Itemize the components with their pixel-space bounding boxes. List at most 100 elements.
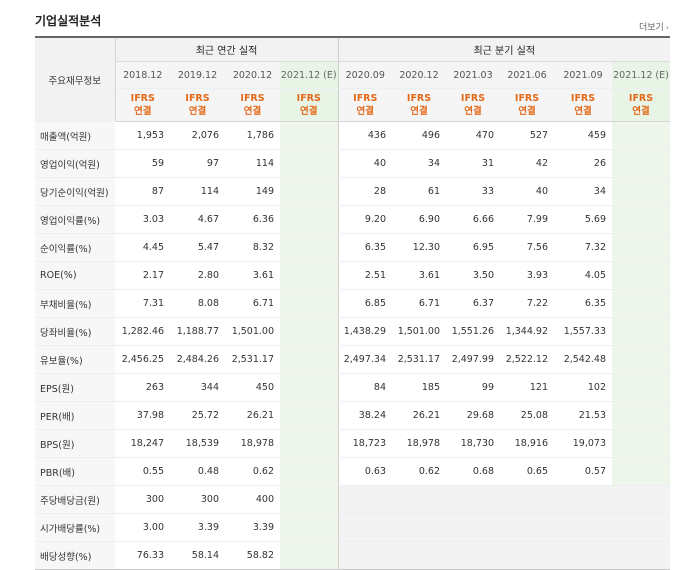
- table-row: EPS(원) 263 344 450 84 185 99 121 102: [35, 373, 670, 402]
- more-label: 더보기: [638, 23, 664, 33]
- ifrs-line2: 연결: [243, 106, 262, 117]
- value-cell: 2.17: [115, 261, 170, 290]
- value-cell: 3.61: [392, 261, 446, 290]
- value-cell: 6.36: [225, 205, 280, 234]
- value-cell: [446, 541, 500, 570]
- ifrs-line1: IFRS: [570, 93, 596, 104]
- row-label: 주당배당금(원): [35, 485, 115, 514]
- value-cell: 2,531.17: [225, 345, 280, 374]
- value-cell: 300: [115, 485, 170, 514]
- value-cell: [392, 541, 446, 570]
- value-cell: 1,188.77: [170, 317, 225, 346]
- value-cell: 25.08: [500, 401, 554, 430]
- ifrs-line1: IFRS: [460, 93, 486, 104]
- row-label: PBR(배): [35, 457, 115, 486]
- more-link[interactable]: 더보기 ›: [639, 20, 669, 33]
- value-cell: 0.68: [446, 457, 500, 486]
- period-header: 2021.12 (E): [612, 61, 670, 89]
- value-cell: 2,542.48: [554, 345, 612, 374]
- value-cell: 7.31: [115, 289, 170, 318]
- value-cell: [554, 541, 612, 570]
- value-cell: 149: [225, 177, 280, 206]
- value-cell: [612, 513, 670, 542]
- row-label: 영업이익률(%): [35, 205, 115, 234]
- value-cell: 6.35: [554, 289, 612, 318]
- annual-group-header: 최근 연간 실적: [115, 36, 338, 62]
- period-header: 2020.12: [392, 61, 446, 89]
- value-cell: [612, 317, 670, 346]
- value-cell: 8.08: [170, 289, 225, 318]
- ifrs-label: IFRS 연결: [280, 88, 338, 122]
- table-row: 매출액(억원) 1,953 2,076 1,786 436 496 470 527 459: [35, 121, 670, 150]
- value-cell: [280, 485, 338, 514]
- value-cell: 18,723: [337, 429, 392, 458]
- value-cell: 4.05: [554, 261, 612, 290]
- value-cell: [554, 513, 612, 542]
- table-row: 당기순이익(억원) 87 114 149 28 61 33 40 34: [35, 177, 670, 206]
- period-header: 2021.06: [500, 61, 554, 89]
- chevron-right-icon: ›: [665, 23, 669, 32]
- value-cell: 527: [500, 121, 554, 150]
- value-cell: 3.50: [446, 261, 500, 290]
- value-cell: [280, 513, 338, 542]
- row-label: 부채비율(%): [35, 289, 115, 318]
- value-cell: 34: [554, 177, 612, 206]
- period-header: 2021.12 (E): [280, 61, 338, 89]
- ifrs-line2: 연결: [464, 106, 482, 117]
- ifrs-line2: 연결: [356, 106, 374, 117]
- ifrs-line1: IFRS: [514, 93, 540, 104]
- value-cell: 61: [392, 177, 446, 206]
- value-cell: 0.55: [115, 457, 170, 486]
- ifrs-label: IFRS 연결: [612, 88, 670, 122]
- value-cell: 0.62: [392, 457, 446, 486]
- value-cell: [612, 289, 670, 318]
- value-cell: [280, 345, 338, 374]
- value-cell: 3.39: [170, 513, 225, 542]
- value-cell: 37.98: [115, 401, 170, 430]
- value-cell: 1,953: [115, 121, 170, 150]
- value-cell: 42: [500, 149, 554, 178]
- row-label: 영업이익(억원): [35, 149, 115, 178]
- value-cell: [280, 121, 338, 150]
- value-cell: [500, 541, 554, 570]
- value-cell: 29.68: [446, 401, 500, 430]
- ifrs-line2: 연결: [518, 106, 536, 117]
- value-cell: 2,497.34: [337, 345, 392, 374]
- ifrs-line2: 연결: [574, 106, 592, 117]
- table-row: 순이익률(%) 4.45 5.47 8.32 6.35 12.30 6.95 7.56 7.32: [35, 233, 670, 262]
- value-cell: 470: [446, 121, 500, 150]
- value-cell: 8.32: [225, 233, 280, 262]
- value-cell: 38.24: [337, 401, 392, 430]
- value-cell: [280, 429, 338, 458]
- value-cell: 0.57: [554, 457, 612, 486]
- value-cell: 496: [392, 121, 446, 150]
- value-cell: [392, 485, 446, 514]
- value-cell: [280, 289, 338, 318]
- value-cell: 19,073: [554, 429, 612, 458]
- value-cell: 114: [225, 149, 280, 178]
- value-cell: 40: [500, 177, 554, 206]
- value-cell: 3.03: [115, 205, 170, 234]
- ifrs-label: IFRS 연결: [446, 88, 500, 122]
- value-cell: 3.61: [225, 261, 280, 290]
- value-cell: 1,786: [225, 121, 280, 150]
- value-cell: 87: [115, 177, 170, 206]
- value-cell: 7.99: [500, 205, 554, 234]
- value-cell: 2,531.17: [392, 345, 446, 374]
- period-header: 2020.12: [225, 61, 280, 89]
- value-cell: 31: [446, 149, 500, 178]
- value-cell: [280, 261, 338, 290]
- value-cell: [280, 401, 338, 430]
- value-cell: 1,551.26: [446, 317, 500, 346]
- value-cell: [612, 261, 670, 290]
- value-cell: 26.21: [225, 401, 280, 430]
- value-cell: 6.66: [446, 205, 500, 234]
- ifrs-label: IFRS 연결: [115, 88, 170, 122]
- value-cell: [280, 177, 338, 206]
- row-label: PER(배): [35, 401, 115, 430]
- value-cell: 18,247: [115, 429, 170, 458]
- value-cell: 25.72: [170, 401, 225, 430]
- ifrs-label: IFRS 연결: [554, 88, 612, 122]
- table-row: 주당배당금(원) 300 300 400: [35, 485, 670, 514]
- ifrs-line1: IFRS: [296, 93, 321, 104]
